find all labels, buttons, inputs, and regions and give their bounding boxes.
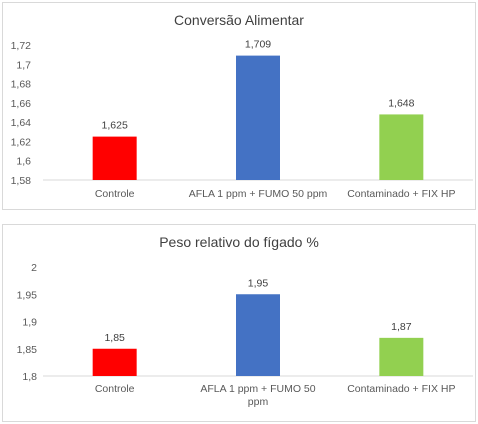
category-label: ppm: [248, 396, 269, 408]
bar: [92, 136, 137, 180]
bar: [379, 114, 424, 180]
chart-title: Peso relativo do fígado %: [159, 234, 319, 250]
bar: [236, 294, 280, 376]
bar: [379, 337, 424, 376]
chart-panel-figado: Peso relativo do fígado % 1,8 1,85 1,9 1,95…: [2, 224, 476, 422]
chart-svg-conversao: 1,58 1,6 1,62 1,64 1,66 1,68 1,7 1,72 1,625 Contr…: [11, 39, 473, 200]
data-label: 1,625: [102, 120, 128, 132]
y-tick-label: 1,85: [17, 344, 38, 356]
y-tick-label: 1,7: [16, 59, 31, 71]
y-tick-label: 1,64: [11, 117, 32, 129]
y-tick-label: 1,8: [22, 371, 37, 383]
y-tick-label: 1,72: [11, 40, 32, 52]
category-label: Contaminado + FIX HP: [347, 188, 455, 200]
category-label: AFLA 1 ppm + FUMO 50: [200, 383, 315, 395]
y-tick-label: 1,6: [16, 156, 31, 168]
data-label: 1,648: [388, 97, 414, 109]
y-tick-label: 1,58: [11, 175, 32, 187]
data-label: 1,85: [104, 332, 125, 344]
data-label: 1,87: [391, 321, 412, 333]
data-label: 1,709: [245, 39, 271, 51]
category-label: AFLA 1 ppm + FUMO 50 ppm: [189, 188, 328, 200]
y-tick-label: 1,9: [22, 317, 37, 329]
bar: [92, 348, 137, 376]
bar: [236, 55, 280, 180]
category-label: Controle: [95, 383, 135, 395]
chart-panel-conversao: Conversão Alimentar 1,58 1,6 1,62 1,64 1,66 1…: [2, 2, 476, 210]
y-tick-label: 1,95: [17, 289, 38, 301]
y-tick-label: 1,68: [11, 79, 32, 91]
category-label: Contaminado + FIX HP: [347, 383, 455, 395]
data-label: 1,95: [248, 277, 269, 289]
y-tick-label: 1,66: [11, 98, 32, 110]
y-tick-label: 2: [31, 262, 37, 274]
y-tick-label: 1,62: [11, 136, 32, 148]
category-label: Controle: [95, 188, 135, 200]
chart-title: Conversão Alimentar: [174, 12, 304, 28]
chart-svg-figado: 1,8 1,85 1,9 1,95 2 1,85 Controle 1,95 AFLA 1 pp…: [17, 262, 473, 408]
